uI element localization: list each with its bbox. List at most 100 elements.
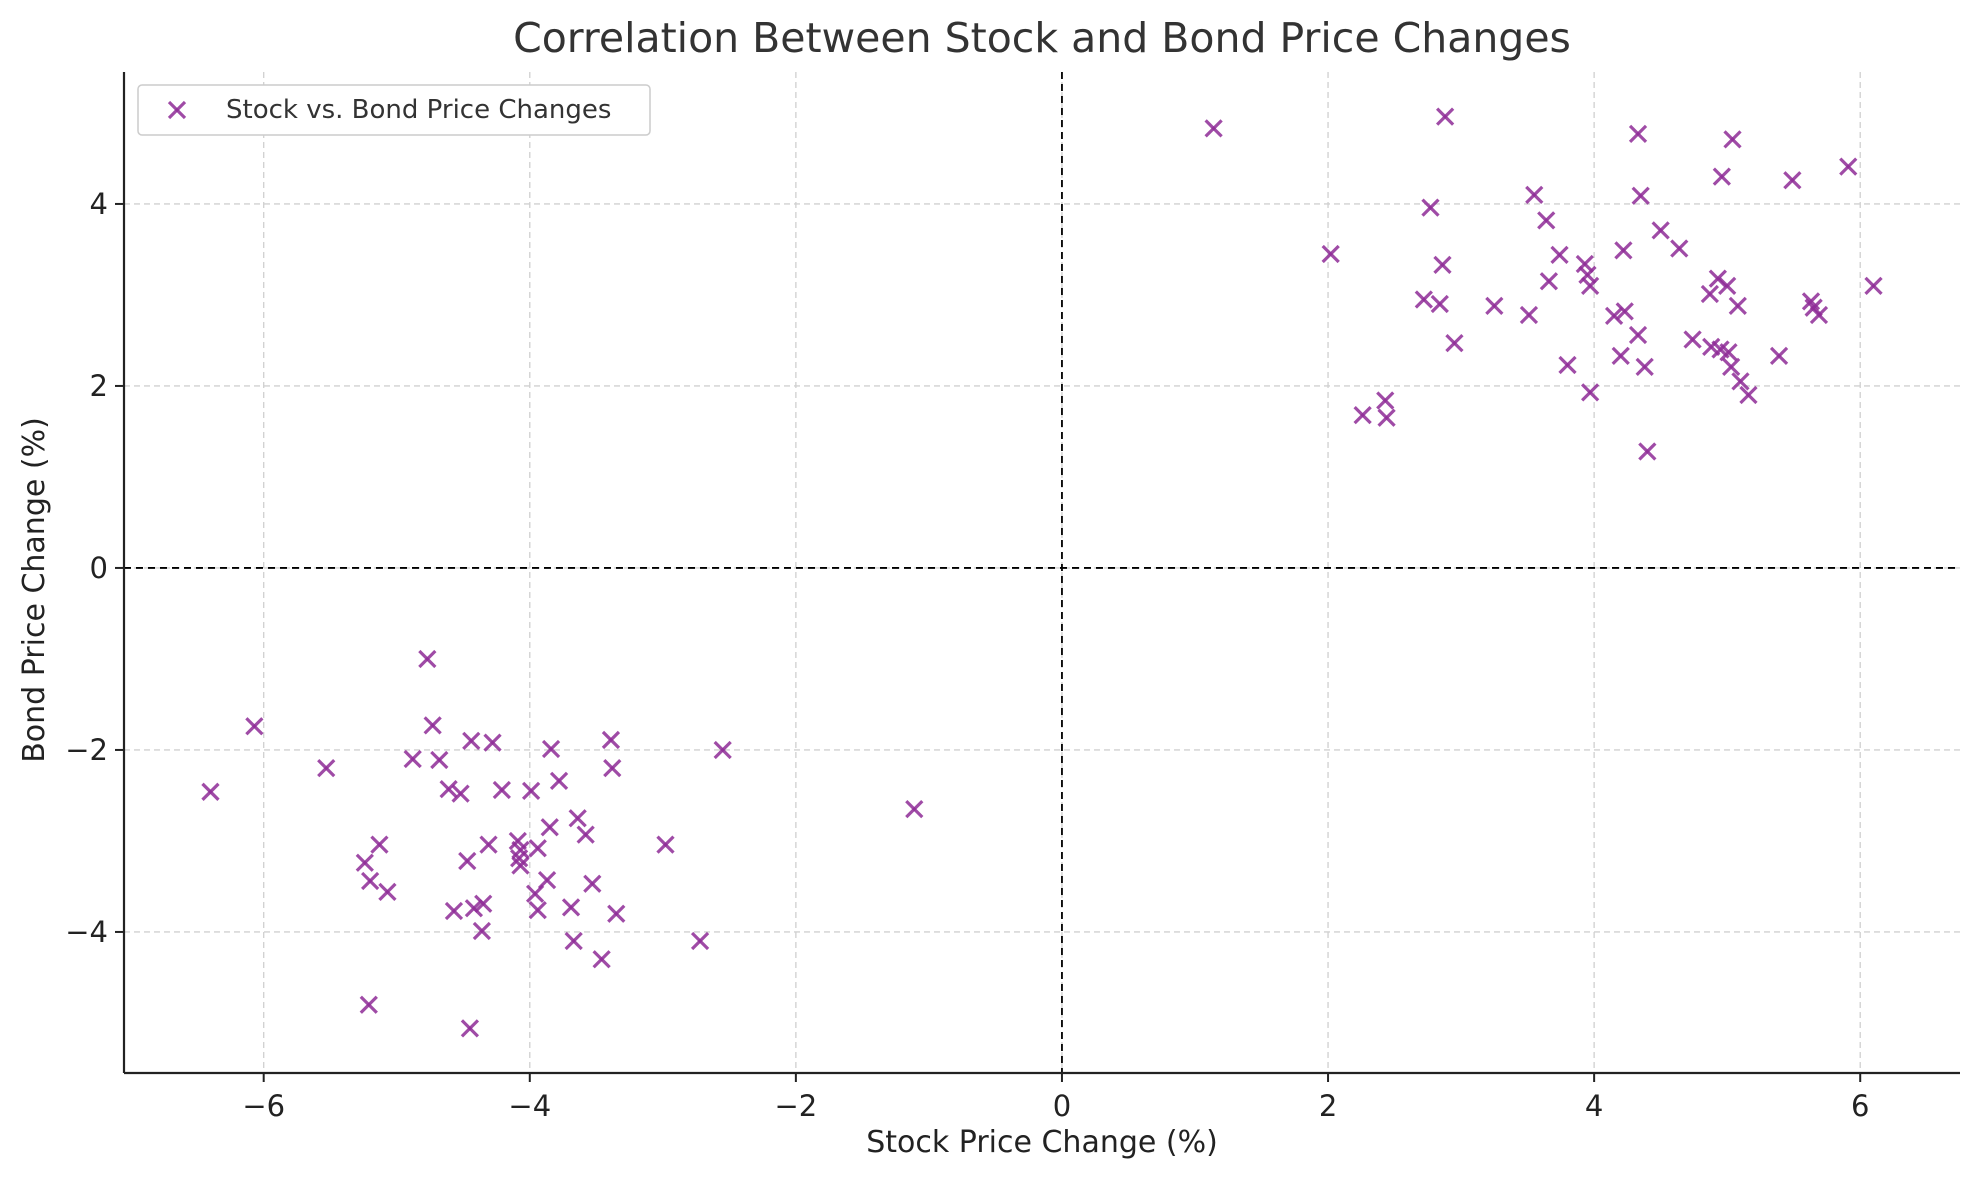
data-point [1635,357,1654,376]
marker-stroke [167,100,187,120]
data-point [492,780,511,800]
marker-stroke [1575,254,1594,274]
marker-stroke [492,780,511,800]
marker-stroke [541,739,561,759]
marker-stroke [1376,391,1395,410]
data-point [462,731,481,750]
data-point [1376,391,1395,410]
data-point [460,1019,480,1038]
data-point [1558,355,1577,375]
marker-stroke [201,782,220,801]
marker-stroke [479,835,498,854]
marker-stroke [510,849,529,868]
y-tick-label: 4 [90,187,108,221]
marker-stroke [1651,221,1670,240]
data-point [592,950,611,969]
x-tick-label: −6 [242,1089,285,1123]
marker-stroke [451,784,470,803]
marker-stroke [1615,302,1634,321]
data-point [1700,284,1720,304]
x-tick-label: 0 [1053,1089,1071,1123]
marker-stroke [1631,186,1650,205]
data-point [1651,221,1670,240]
data-point [1611,346,1630,366]
data-point [1722,357,1741,376]
data-point [511,856,530,875]
x-tick-label: 2 [1319,1089,1337,1123]
marker-stroke [360,871,380,891]
data-point [561,898,581,917]
data-point [1614,241,1633,260]
marker-stroke [511,856,530,875]
marker-stroke [1711,340,1730,359]
data-point [430,750,449,770]
marker-stroke [1801,292,1821,311]
marker-stroke [430,750,449,770]
marker-stroke [1809,305,1829,325]
marker-stroke [1377,408,1396,427]
data-point [1204,119,1223,138]
data-point [1537,211,1556,230]
data-point [1712,167,1731,186]
data-point [360,871,380,891]
data-point [1728,296,1747,316]
marker-stroke [1700,284,1720,304]
data-point [1631,186,1650,205]
marker-stroke [1525,185,1544,204]
marker-stroke [1702,337,1721,356]
marker-stroke [1611,346,1630,366]
data-point [1683,330,1702,349]
data-point [1731,372,1750,391]
marker-stroke [508,831,527,851]
data-point [1628,325,1648,345]
marker-stroke [1722,357,1741,376]
y-axis-label: Bond Price Change (%) [17,417,52,763]
marker-stroke [561,898,581,917]
data-point [1769,346,1789,366]
marker-stroke [1539,272,1559,291]
marker-stroke [603,759,622,778]
marker-stroke [423,716,442,735]
marker-stroke [460,1019,480,1038]
data-point [601,730,621,750]
marker-stroke [458,851,477,871]
data-point [423,716,442,735]
data-point [521,781,541,801]
marker-stroke [1604,306,1624,326]
marker-stroke [1433,255,1452,275]
data-point [525,884,545,903]
data-point [1809,305,1829,325]
grid [124,72,1960,1073]
data-point [483,733,502,752]
marker-stroke [607,904,626,923]
x-tick-label: 4 [1585,1089,1603,1123]
marker-stroke [690,931,710,951]
marker-stroke [464,899,484,918]
marker-stroke [418,649,437,669]
marker-stroke [1683,330,1702,349]
x-tick-label: 6 [1851,1089,1869,1123]
marker-stroke [1731,372,1750,391]
marker-stroke [1635,357,1654,376]
marker-stroke [528,900,547,920]
data-point [479,835,498,854]
data-point [474,894,493,913]
data-point [1723,130,1742,149]
data-point [541,739,561,759]
data-point [403,749,422,769]
data-point [1435,107,1455,126]
data-point [1628,124,1648,144]
data-point [464,899,484,918]
marker-stroke [1783,171,1802,190]
marker-stroke [528,839,547,858]
x-axis-label: Stock Price Change (%) [866,1125,1218,1160]
data-point [583,874,602,893]
data-point [451,784,470,803]
data-point [1615,302,1634,321]
marker-stroke [905,799,924,819]
marker-stroke [1445,334,1464,353]
data-point [1719,343,1738,362]
data-point [528,839,547,858]
marker-stroke [576,825,595,844]
